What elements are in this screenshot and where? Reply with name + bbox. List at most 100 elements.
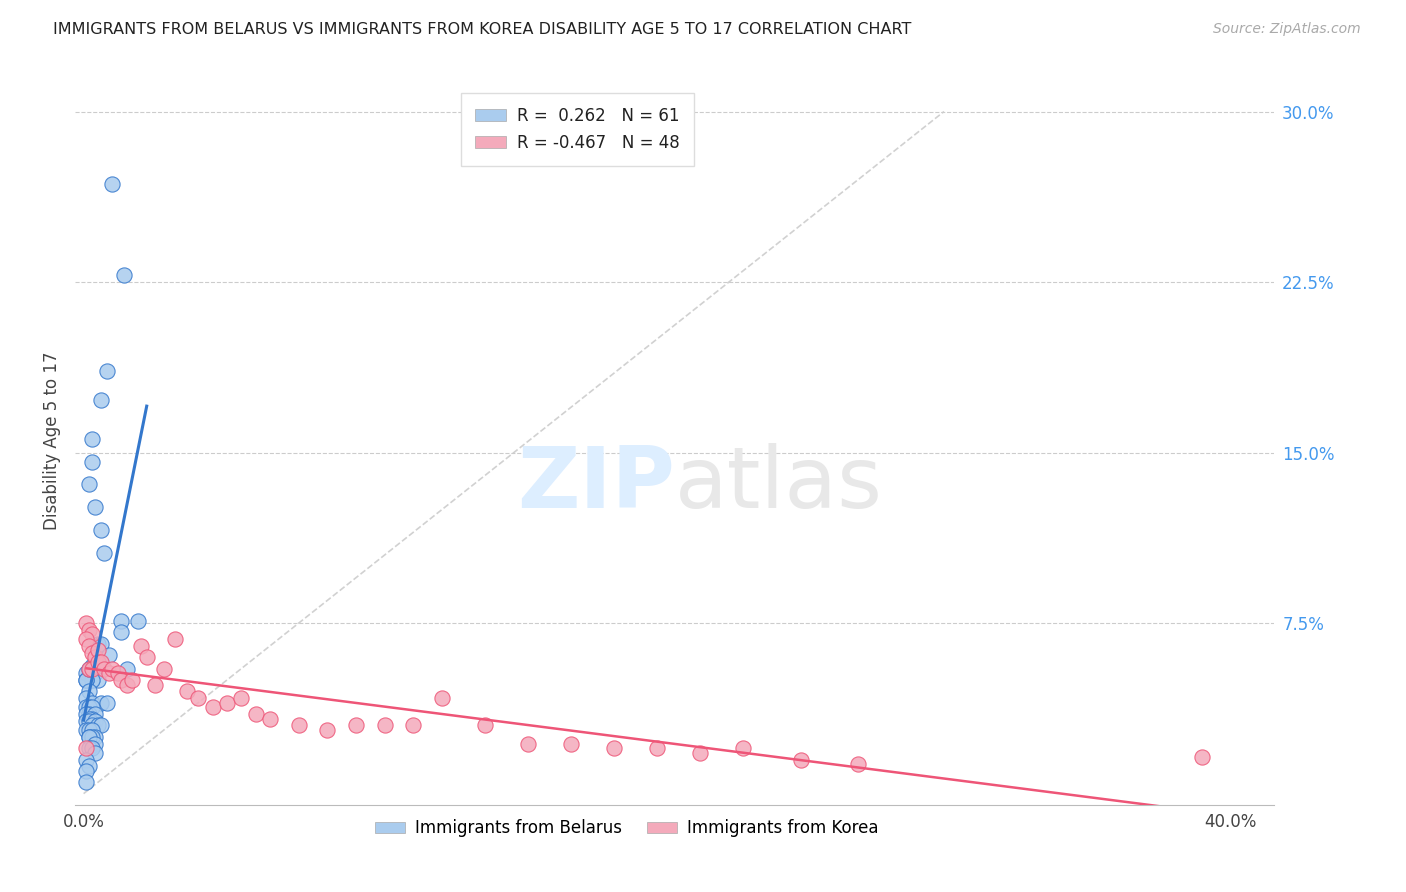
Point bbox=[82, 696, 104, 710]
Point bbox=[115, 677, 138, 691]
Point bbox=[90, 393, 112, 408]
Point bbox=[176, 684, 198, 698]
Point bbox=[287, 718, 309, 732]
Point bbox=[79, 707, 101, 722]
Point bbox=[187, 691, 209, 706]
Point bbox=[84, 666, 107, 681]
Point bbox=[79, 666, 101, 681]
Point bbox=[344, 718, 367, 732]
Point bbox=[79, 730, 101, 744]
Point bbox=[84, 746, 107, 760]
Point bbox=[82, 730, 104, 744]
Point bbox=[96, 696, 118, 710]
Point bbox=[79, 723, 101, 737]
Point bbox=[96, 364, 118, 378]
Point bbox=[93, 546, 115, 560]
Point bbox=[215, 696, 238, 710]
Point bbox=[82, 712, 104, 726]
Text: Source: ZipAtlas.com: Source: ZipAtlas.com bbox=[1213, 22, 1361, 37]
Point bbox=[79, 623, 101, 637]
Point bbox=[82, 673, 104, 687]
Point bbox=[82, 662, 104, 676]
Legend: Immigrants from Belarus, Immigrants from Korea: Immigrants from Belarus, Immigrants from… bbox=[368, 813, 884, 844]
Point bbox=[76, 666, 98, 681]
Point bbox=[76, 673, 98, 687]
Point bbox=[82, 673, 104, 687]
Point bbox=[79, 730, 101, 744]
Point bbox=[79, 759, 101, 773]
Point bbox=[98, 666, 121, 681]
Point bbox=[107, 666, 129, 681]
Point bbox=[101, 178, 124, 192]
Point bbox=[789, 752, 811, 766]
Point bbox=[135, 650, 157, 665]
Point bbox=[517, 737, 540, 751]
Point bbox=[82, 627, 104, 641]
Point bbox=[84, 650, 107, 665]
Point bbox=[90, 655, 112, 669]
Point bbox=[79, 712, 101, 726]
Point bbox=[76, 616, 98, 631]
Point bbox=[82, 718, 104, 732]
Point bbox=[90, 696, 112, 710]
Point bbox=[115, 662, 138, 676]
Point bbox=[129, 639, 152, 653]
Point bbox=[76, 691, 98, 706]
Point bbox=[76, 707, 98, 722]
Text: ZIP: ZIP bbox=[516, 443, 675, 526]
Point bbox=[79, 684, 101, 698]
Point bbox=[259, 712, 281, 726]
Point bbox=[76, 714, 98, 728]
Point bbox=[82, 700, 104, 714]
Point bbox=[98, 648, 121, 662]
Point bbox=[316, 723, 339, 737]
Point bbox=[153, 662, 176, 676]
Point bbox=[165, 632, 187, 646]
Point bbox=[846, 757, 869, 772]
Point bbox=[79, 662, 101, 676]
Point bbox=[84, 714, 107, 728]
Point bbox=[474, 718, 496, 732]
Point bbox=[110, 614, 132, 628]
Point bbox=[90, 637, 112, 651]
Point bbox=[143, 677, 166, 691]
Point bbox=[76, 764, 98, 778]
Point bbox=[76, 775, 98, 789]
Point bbox=[127, 614, 149, 628]
Point bbox=[101, 662, 124, 676]
Point bbox=[82, 741, 104, 756]
Point bbox=[87, 643, 110, 657]
Point bbox=[90, 718, 112, 732]
Point bbox=[84, 730, 107, 744]
Point bbox=[79, 700, 101, 714]
Point bbox=[82, 432, 104, 446]
Point bbox=[87, 718, 110, 732]
Point bbox=[76, 723, 98, 737]
Point bbox=[374, 718, 396, 732]
Point bbox=[76, 741, 98, 756]
Point bbox=[84, 500, 107, 515]
Point bbox=[245, 707, 267, 722]
Point bbox=[1191, 750, 1213, 764]
Point bbox=[82, 455, 104, 469]
Point bbox=[110, 625, 132, 640]
Point bbox=[87, 655, 110, 669]
Point bbox=[112, 268, 135, 283]
Point bbox=[110, 673, 132, 687]
Point bbox=[87, 673, 110, 687]
Point bbox=[603, 741, 626, 756]
Point bbox=[82, 659, 104, 673]
Point bbox=[689, 746, 711, 760]
Y-axis label: Disability Age 5 to 17: Disability Age 5 to 17 bbox=[44, 352, 60, 531]
Point bbox=[560, 737, 582, 751]
Point bbox=[733, 741, 755, 756]
Point bbox=[87, 637, 110, 651]
Text: IMMIGRANTS FROM BELARUS VS IMMIGRANTS FROM KOREA DISABILITY AGE 5 TO 17 CORRELAT: IMMIGRANTS FROM BELARUS VS IMMIGRANTS FR… bbox=[53, 22, 912, 37]
Point bbox=[84, 737, 107, 751]
Point bbox=[76, 700, 98, 714]
Point bbox=[84, 707, 107, 722]
Point bbox=[82, 646, 104, 660]
Point bbox=[645, 741, 668, 756]
Point bbox=[79, 477, 101, 491]
Point bbox=[231, 691, 253, 706]
